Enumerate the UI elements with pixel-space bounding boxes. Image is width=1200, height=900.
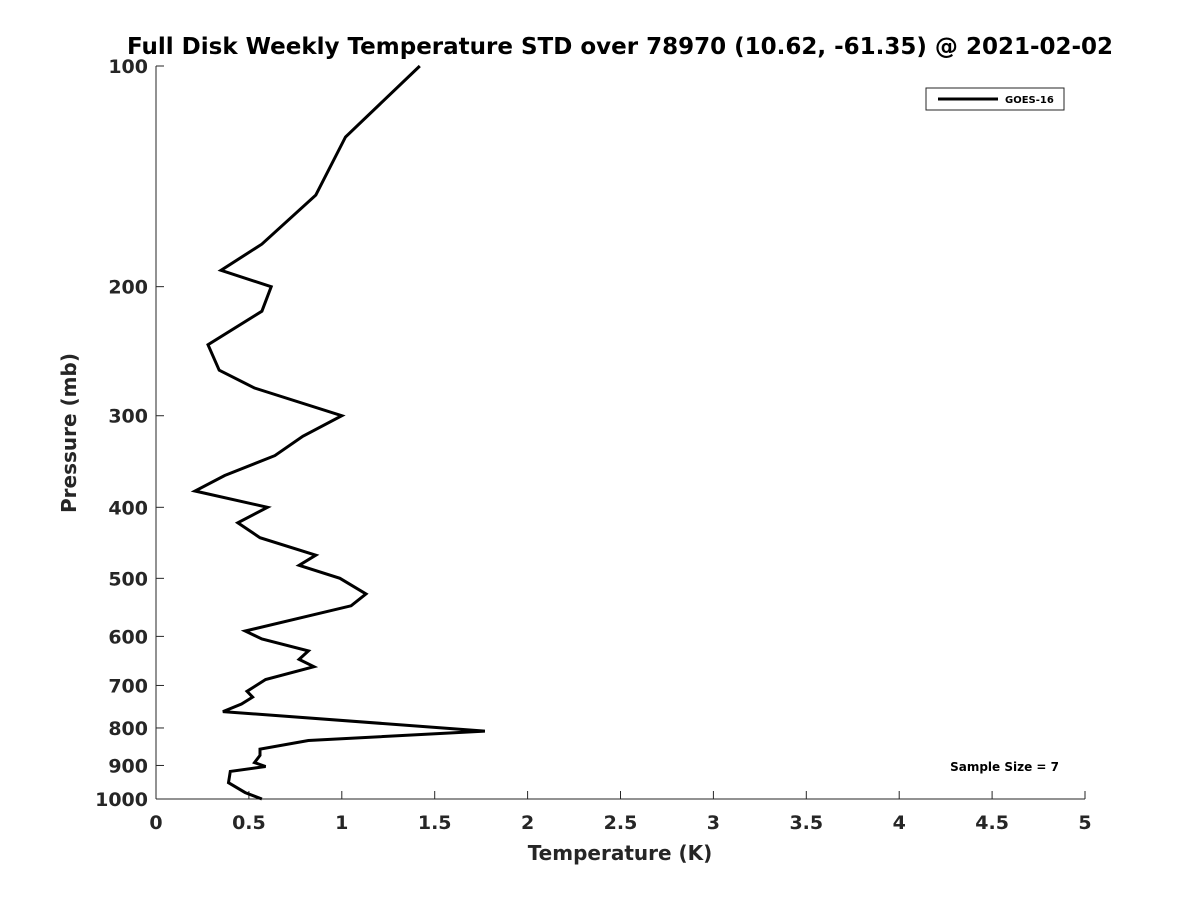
plot-area xyxy=(190,64,486,801)
x-tick-label: 2 xyxy=(521,812,534,834)
x-tick-label: 5 xyxy=(1078,812,1091,834)
y-tick-label: 900 xyxy=(108,755,148,777)
x-tick-label: 2.5 xyxy=(604,812,638,834)
y-tick-label: 500 xyxy=(108,568,148,590)
sample-size-annotation: Sample Size = 7 xyxy=(950,760,1059,774)
x-axis: 0 0.5 1 1.5 2 2.5 3 3.5 4 4.5 5 xyxy=(149,791,1092,834)
legend: GOES-16 xyxy=(925,87,1065,111)
y-tick-label: 100 xyxy=(108,56,148,78)
y-tick-label: 800 xyxy=(108,718,148,740)
x-tick-label: 0 xyxy=(149,812,162,834)
x-tick-label: 1 xyxy=(335,812,348,834)
y-tick-label: 600 xyxy=(108,626,148,648)
chart-title: Full Disk Weekly Temperature STD over 78… xyxy=(127,34,1113,60)
axes-box xyxy=(155,66,1085,800)
x-tick-label: 1.5 xyxy=(418,812,452,834)
x-tick-label: 0.5 xyxy=(232,812,266,834)
series-line-goes-16 xyxy=(190,64,486,801)
x-tick-label: 3.5 xyxy=(789,812,823,834)
x-axis-label: Temperature (K) xyxy=(528,841,713,865)
x-tick-label: 4.5 xyxy=(975,812,1009,834)
y-tick-label: 300 xyxy=(108,406,148,428)
y-axis: 100 200 300 400 500 600 700 800 900 1000 xyxy=(95,56,164,811)
y-tick-label: 400 xyxy=(108,497,148,519)
legend-label-goes-16: GOES-16 xyxy=(1005,95,1054,106)
y-axis-label: Pressure (mb) xyxy=(57,353,81,513)
x-tick-label: 3 xyxy=(707,812,720,834)
x-tick-label: 4 xyxy=(893,812,906,834)
y-tick-label: 700 xyxy=(108,675,148,697)
y-tick-label: 200 xyxy=(108,277,148,299)
y-tick-label: 1000 xyxy=(95,789,148,811)
